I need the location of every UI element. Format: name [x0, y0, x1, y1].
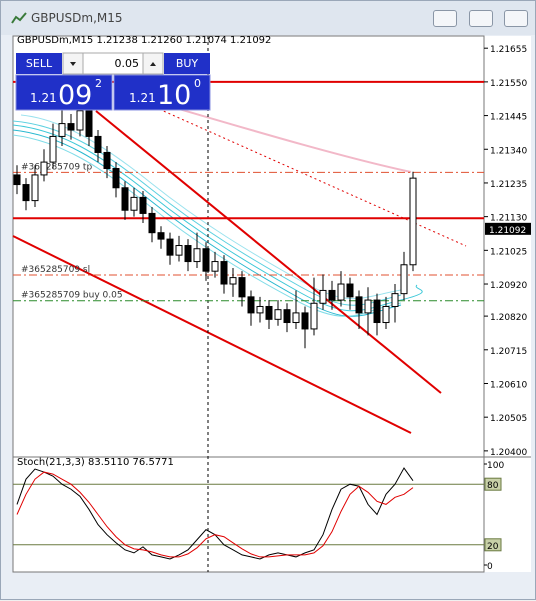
trendline — [95, 110, 442, 394]
sell-price-pips: 09 — [58, 80, 92, 111]
candle-body — [85, 110, 93, 137]
candle-body — [103, 151, 111, 170]
sell-label: SELL — [26, 57, 53, 70]
sell-price[interactable] — [15, 74, 113, 111]
candle-body — [310, 302, 318, 330]
candle-body — [400, 264, 408, 295]
y-tick-label: 100 — [487, 461, 504, 471]
candle-body — [121, 187, 129, 211]
buy-price-fraction: 0 — [194, 77, 201, 90]
buy-price-big: 1.21 — [129, 91, 156, 105]
candle-body — [301, 312, 309, 330]
candle-body — [49, 135, 57, 163]
indicator-header: Stoch(21,3,3) 83.5110 76.5771 — [17, 457, 174, 468]
buy-button[interactable] — [164, 53, 210, 74]
y-tick-label: 1.20715 — [490, 347, 527, 357]
candle-body — [373, 299, 381, 324]
minimize-button[interactable] — [433, 10, 457, 27]
candle-body — [328, 289, 336, 301]
y-tick-label: 1.21130 — [490, 214, 527, 224]
y-tick-label: 1.21340 — [490, 146, 527, 156]
level-tag — [484, 538, 502, 552]
candle-body — [346, 283, 354, 298]
candle-body — [220, 261, 228, 285]
candle-body — [247, 296, 255, 314]
level-tag — [484, 477, 502, 491]
candle-body — [13, 174, 21, 186]
candle-body — [184, 245, 192, 263]
title-bar: GBPUSDm,M15 — [1, 1, 535, 35]
candle-body — [157, 232, 165, 240]
candle-body — [22, 184, 30, 202]
buy-price[interactable] — [113, 74, 211, 111]
candle-body — [391, 293, 399, 307]
y-tick-label: 20 — [487, 542, 499, 552]
candle-body — [175, 245, 183, 256]
lot-value: 0.05 — [115, 57, 140, 70]
y-tick-label: 1.20400 — [490, 448, 527, 458]
candle-body — [382, 305, 390, 324]
candle-body — [166, 238, 174, 256]
price-tag-label: 1.21092 — [489, 226, 526, 236]
price-tag — [485, 222, 531, 235]
stoch-line — [16, 471, 414, 558]
close-button[interactable] — [504, 10, 528, 27]
chart: GBPUSDm,M15 1.21238 1.21260 1.21074 1.21… — [12, 35, 531, 573]
candle-body — [229, 277, 237, 285]
maximize-button[interactable] — [469, 10, 493, 27]
chart-icon — [11, 12, 27, 24]
candle-body — [31, 174, 39, 202]
candle-body — [274, 309, 282, 320]
sell-button[interactable] — [16, 53, 62, 74]
y-tick-label: 1.20505 — [490, 414, 527, 424]
y-tick-label: 1.20820 — [490, 313, 527, 323]
candle-body — [58, 123, 66, 137]
candle-body — [130, 196, 138, 211]
candle-body — [112, 168, 120, 189]
sell-price-big: 1.21 — [30, 91, 57, 105]
y-tick-label: 0 — [487, 562, 493, 572]
trendline — [12, 235, 412, 434]
candle-body — [256, 305, 264, 314]
y-tick-label: 1.21445 — [490, 113, 527, 123]
candle-body — [292, 312, 300, 324]
candle-body — [193, 248, 201, 263]
candle-body — [148, 212, 156, 234]
level-label: #365285709 buy 0.05 — [21, 291, 123, 301]
y-tick-label: 1.21235 — [490, 180, 527, 190]
y-tick-label: 1.21655 — [490, 45, 527, 55]
candle-body — [211, 261, 219, 272]
y-tick-label: 80 — [487, 481, 499, 491]
y-tick-label: 1.20920 — [490, 281, 527, 291]
candle-body — [283, 309, 291, 324]
buy-label: BUY — [176, 57, 199, 70]
y-tick-label: 1.20610 — [490, 380, 527, 390]
sell-price-fraction: 2 — [95, 77, 102, 90]
y-tick-label: 1.21025 — [490, 247, 527, 257]
level-label: #365285709 tp — [21, 162, 92, 172]
candle-body — [139, 196, 147, 214]
candle-body — [94, 135, 102, 153]
candle-body — [409, 177, 417, 266]
candle-body — [319, 289, 327, 304]
candle-body — [202, 248, 210, 272]
candle-body — [76, 110, 84, 131]
candle-body — [355, 296, 363, 314]
buy-price-pips: 10 — [157, 80, 191, 111]
chart-header: GBPUSDm,M15 1.21238 1.21260 1.21074 1.21… — [17, 35, 271, 46]
trade-panel: SELL 0.05 BUY 1.21 09 2 1.21 10 0 — [15, 52, 211, 111]
candle-body — [238, 277, 246, 298]
window-title: GBPUSDm,M15 — [31, 11, 123, 25]
candle-body — [265, 305, 273, 320]
candle-body — [364, 299, 372, 314]
level-label: #365285709 sl — [21, 265, 90, 275]
candle-body — [40, 161, 48, 176]
candle-body — [337, 283, 345, 301]
y-tick-label: 1.21550 — [490, 79, 527, 89]
candle-body — [67, 123, 75, 131]
